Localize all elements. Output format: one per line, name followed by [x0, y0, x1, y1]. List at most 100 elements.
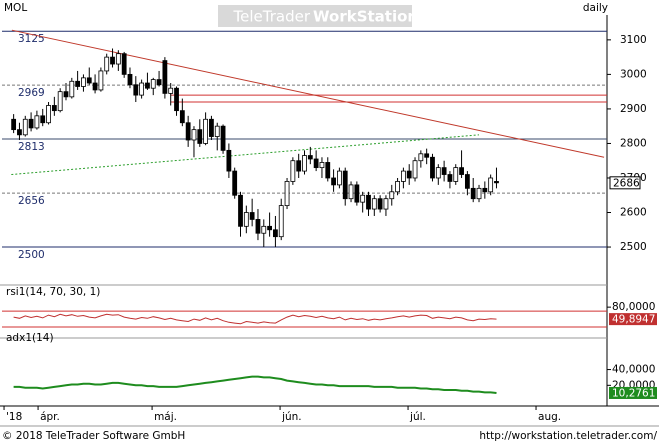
trend-line	[11, 29, 605, 158]
candle-body	[255, 219, 261, 234]
candle-body	[418, 153, 424, 162]
chart-title: MOL	[4, 2, 27, 14]
candle-body	[238, 194, 243, 227]
candle-body	[412, 160, 418, 179]
y-tick-label: 40,0000	[612, 364, 655, 376]
candle-body	[453, 167, 459, 182]
indicator-line	[13, 375, 497, 394]
candle-body	[209, 118, 214, 137]
candle-body	[34, 115, 40, 129]
candle-body	[63, 91, 69, 98]
candle-body	[273, 229, 278, 238]
x-tick-label: ápr.	[40, 411, 60, 423]
level-label: 2813	[18, 141, 45, 153]
watermark: TeleTrader	[233, 8, 311, 26]
candle-body	[232, 170, 238, 196]
candle-body	[354, 184, 360, 203]
y-tick-label: 2600	[620, 207, 647, 219]
candle-body	[75, 80, 81, 87]
candle-body	[348, 184, 354, 200]
watermark: WorkStation	[313, 8, 418, 26]
indicator-line	[13, 313, 497, 325]
candle-body	[307, 155, 313, 160]
candle-body	[325, 162, 331, 179]
candle-body	[86, 77, 92, 84]
candle-body	[81, 77, 86, 87]
candle-body	[214, 125, 220, 137]
candle-body	[69, 80, 75, 98]
candle-body	[104, 56, 110, 72]
candle-body	[366, 194, 371, 210]
candle-body	[435, 167, 441, 179]
candle-body	[290, 160, 296, 182]
candle-body	[156, 79, 162, 86]
candle-body	[46, 105, 51, 124]
x-tick-label: aug.	[538, 411, 561, 423]
panel-title: adx1(14)	[6, 332, 54, 344]
interval: daily	[583, 2, 608, 14]
candle-body	[337, 170, 342, 186]
candle-body	[185, 122, 191, 141]
candle-body	[110, 56, 115, 65]
watermark-box	[218, 5, 412, 27]
last-value-box	[609, 386, 657, 399]
candle-body	[296, 160, 302, 172]
candle-body	[133, 84, 139, 96]
candle-body	[179, 110, 185, 124]
candle-body	[400, 170, 406, 182]
x-tick-label: jún.	[281, 411, 302, 423]
candle-body	[17, 129, 22, 136]
candle-body	[191, 129, 197, 141]
candle-body	[389, 191, 395, 200]
candle-body	[360, 194, 366, 203]
candle-body	[203, 118, 209, 144]
candle-body	[377, 198, 383, 210]
last-price-label: 2686	[613, 177, 640, 189]
y-tick-label: 2500	[620, 241, 647, 253]
candle-body	[174, 87, 179, 112]
candle-body	[267, 225, 272, 231]
candle-body	[406, 170, 412, 179]
last-value-label: 10,2761	[612, 387, 655, 399]
candle-body	[284, 181, 290, 207]
candle-body	[494, 181, 499, 184]
candle-body	[162, 60, 168, 94]
candle-body	[464, 174, 470, 189]
last-price-box	[609, 176, 641, 190]
level-label: 2500	[18, 249, 45, 261]
candle-body	[261, 225, 267, 234]
candle-body	[441, 167, 447, 175]
candle-body	[226, 149, 232, 172]
last-value-box	[609, 313, 657, 326]
y-tick-label: 3100	[620, 34, 647, 46]
candle-body	[220, 125, 226, 151]
candle-body	[197, 129, 203, 144]
candle-body	[430, 156, 435, 179]
candle-body	[395, 181, 400, 193]
candle-body	[249, 212, 255, 220]
candle-body	[92, 82, 98, 91]
candle-body	[168, 87, 174, 94]
level-label: 2656	[18, 195, 45, 207]
candle-body	[342, 170, 348, 200]
candle-body	[22, 118, 28, 136]
x-tick-label: júl.	[409, 411, 426, 423]
y-tick-label: 2800	[620, 137, 647, 149]
candle-body	[278, 205, 284, 238]
candle-body	[371, 198, 377, 210]
candle-body	[243, 212, 249, 227]
candle-body	[57, 91, 63, 112]
panel-title: rsi1(14, 70, 30, 1)	[6, 286, 100, 298]
candle-body	[488, 177, 494, 193]
x-tick-label: '18	[6, 411, 22, 423]
candle-body	[476, 187, 482, 200]
candle-body	[150, 79, 156, 89]
candle-body	[121, 53, 127, 75]
last-value-label: 49,8947	[612, 314, 655, 326]
candle-body	[459, 167, 464, 175]
footer-right: http://workstation.teletrader.com/	[479, 430, 657, 442]
candle-body	[482, 187, 488, 193]
candle-body	[51, 105, 57, 112]
